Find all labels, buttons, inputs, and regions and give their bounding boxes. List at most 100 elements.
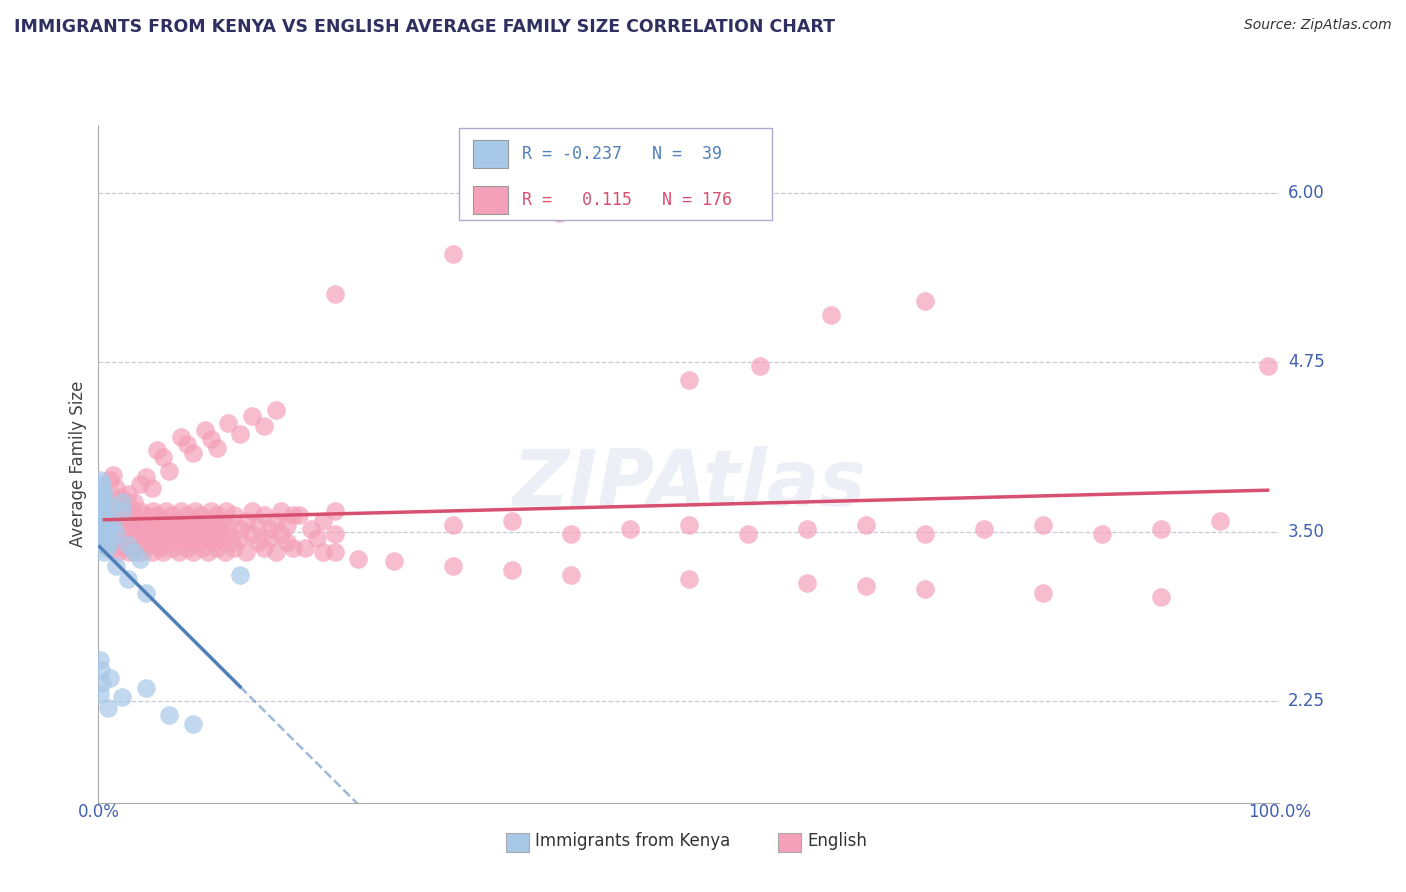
Point [187,517,209,532]
Text: R = -0.237   N =  39: R = -0.237 N = 39 [523,145,723,163]
Point [229,568,252,582]
Point [131,517,153,532]
Point [170,430,193,444]
Point [117,572,139,586]
Point [91,676,114,690]
Point [97,701,120,715]
Point [98,504,121,518]
Point [323,504,346,518]
Point [270,504,292,518]
Point [114,504,136,518]
Point [101,517,124,532]
Point [112,517,135,532]
Point [205,441,228,455]
Point [157,707,180,722]
Point [217,416,239,430]
Point [146,443,169,458]
Point [748,359,770,374]
Point [104,500,127,515]
Point [259,532,281,546]
Point [128,545,150,559]
Point [157,464,180,478]
Point [214,545,236,559]
Point [90,663,112,677]
Point [155,504,177,518]
Point [201,517,224,532]
Point [176,508,198,523]
Point [181,545,204,559]
FancyBboxPatch shape [472,140,508,169]
Point [200,527,222,541]
Text: 4.75: 4.75 [1288,353,1324,371]
Text: Source: ZipAtlas.com: Source: ZipAtlas.com [1244,18,1392,32]
Point [150,532,173,546]
Point [190,508,212,523]
Point [107,545,129,559]
Point [217,517,239,532]
Point [167,545,190,559]
Point [501,514,523,528]
Point [246,517,269,532]
Point [323,287,346,301]
Point [98,535,121,549]
Point [91,511,114,525]
FancyBboxPatch shape [458,128,772,219]
Point [128,551,150,566]
Point [224,508,246,523]
Point [152,545,174,559]
Point [195,514,218,528]
Point [209,532,232,546]
Point [122,541,145,555]
Point [796,522,818,536]
Point [128,514,150,528]
Point [128,504,150,518]
Text: 0.0%: 0.0% [77,803,120,821]
Point [205,541,228,555]
Point [441,246,464,260]
FancyBboxPatch shape [778,832,801,852]
Point [235,545,257,559]
Point [181,717,204,731]
Point [91,517,114,532]
Point [194,423,217,437]
Point [96,514,118,528]
Point [170,504,193,518]
Point [98,500,121,515]
Point [208,522,231,536]
Point [560,568,582,582]
Point [1150,590,1173,604]
Point [176,541,198,555]
Point [312,545,335,559]
Point [441,558,464,573]
Point [112,541,135,555]
FancyBboxPatch shape [506,832,530,852]
Point [229,427,252,442]
Point [259,522,281,536]
Point [117,538,139,552]
Text: ZIPAtlas: ZIPAtlas [512,446,866,522]
Point [187,535,209,549]
Point [90,498,112,512]
Point [229,532,252,546]
Point [1257,359,1279,374]
Point [283,541,305,555]
Point [240,527,263,541]
Point [173,535,195,549]
Point [93,508,115,523]
Point [678,517,700,532]
Point [1032,517,1054,532]
Point [441,517,464,532]
Point [501,563,523,577]
Point [276,535,298,549]
Point [194,532,217,546]
Point [294,541,316,555]
Point [111,491,134,505]
Point [90,486,112,500]
Point [90,522,112,536]
Point [217,527,239,541]
Point [224,541,246,555]
Point [129,527,152,541]
Point [105,527,128,541]
Point [240,504,263,518]
Point [122,495,145,509]
